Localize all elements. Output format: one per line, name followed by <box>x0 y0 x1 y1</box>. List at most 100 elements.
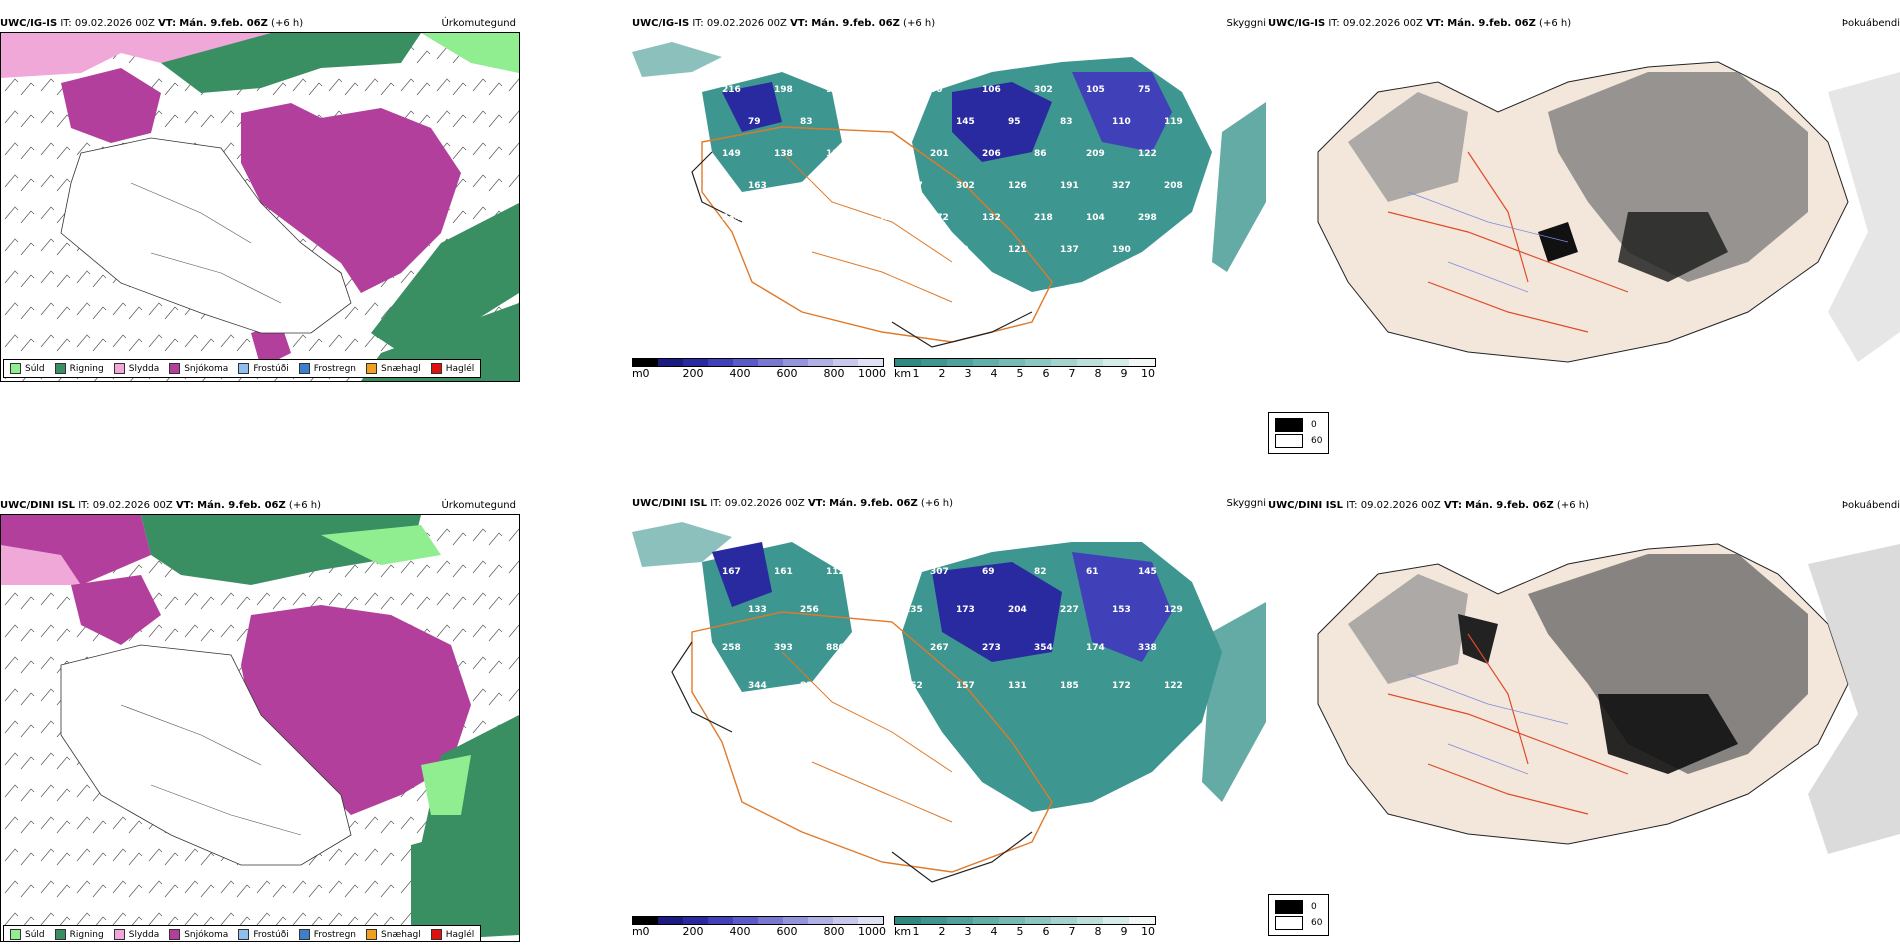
lead-time: (+6 h) <box>1539 18 1572 29</box>
model-name: UWC/DINI ISL <box>0 500 76 511</box>
cloud-base-label: 451 <box>774 213 793 223</box>
tick-label: 200 <box>682 367 704 380</box>
tick-label: 10 <box>1141 925 1155 938</box>
cloud-base-label: 152 <box>904 681 923 691</box>
cloud-base-label: 191 <box>1060 181 1079 191</box>
field-name: Skyggni <box>1226 18 1266 29</box>
cloud-base-label: 198 <box>774 85 793 95</box>
legend-item: Haglél <box>430 929 474 940</box>
visibility-swatch <box>1025 917 1051 924</box>
tick-label: 9 <box>1120 367 1128 380</box>
cloud-base-label: 90 <box>930 85 943 95</box>
cloud-base-label: 135 <box>904 605 923 615</box>
valid-label: VT: <box>175 500 194 511</box>
legend-item: Snæhagl <box>366 929 421 940</box>
tick-label: 1000 <box>858 367 886 380</box>
cloud-base-label: 543 <box>826 213 845 223</box>
valid-time: Mán. 9.feb. 06Z <box>197 500 286 511</box>
lead-time: (+6 h) <box>288 500 321 511</box>
cloud-panel-row1: UWC/IG-IS IT: 09.02.2026 00Z VT: Mán. 9.… <box>632 18 1266 388</box>
legend-swatch <box>298 363 310 374</box>
cloud-panel-row2: UWC/DINI ISL IT: 09.02.2026 00Z VT: Mán.… <box>632 498 1266 946</box>
cloud-base-swatch <box>683 917 708 924</box>
visibility-swatch <box>947 359 973 366</box>
cloud-base-label: 126 <box>1008 181 1027 191</box>
cloud-base-label: 302 <box>1034 85 1053 95</box>
fog-legend-item: 0 <box>1275 900 1322 914</box>
legend-swatch <box>113 363 125 374</box>
tick-label: 800 <box>823 925 845 938</box>
cloud-base-label: 121 <box>1008 245 1027 255</box>
visibility-swatch <box>973 359 999 366</box>
cloud-base-label: 145 <box>1138 567 1157 577</box>
legend-item: Frostúði <box>238 363 289 374</box>
legend-item: Rigning <box>54 363 104 374</box>
legend-item: Súld <box>10 363 45 374</box>
tick-label: 0 <box>642 925 650 938</box>
visibility-bar <box>894 916 1156 925</box>
visibility-colorbar: km 1 2 3 4 5 6 7 8 9 10 <box>894 358 1156 380</box>
tick-label: 6 <box>1042 367 1050 380</box>
precip-map[interactable]: Súld Rigning Slydda Snjókoma Frostúði Fr… <box>0 32 520 382</box>
legend-swatch <box>54 363 66 374</box>
run-label: IT: <box>78 500 90 511</box>
tick-label: 800 <box>823 367 845 380</box>
valid-time: Mán. 9.feb. 06Z <box>1465 500 1554 511</box>
visibility-swatch <box>1077 359 1103 366</box>
run-time: 09.02.2026 00Z <box>1342 18 1423 29</box>
model-name: UWC/IG-IS <box>632 18 690 29</box>
cloud-base-label: 82 <box>1034 567 1047 577</box>
fog-legend-item: 60 <box>1275 434 1322 448</box>
cloud-base-swatch <box>633 359 658 366</box>
cloud-base-label: 44 <box>826 719 839 729</box>
precip-map-graphic <box>1 515 519 941</box>
panel-title: UWC/IG-IS IT: 09.02.2026 00Z VT: Mán. 9.… <box>632 18 935 30</box>
field-name: Úrkomutegund <box>441 18 516 29</box>
fog-legend-row2: 0 60 <box>1268 894 1330 936</box>
run-time: 09.02.2026 00Z <box>1360 500 1441 511</box>
precip-legend: Súld Rigning Slydda Snjókoma Frostúði Fr… <box>3 359 482 378</box>
cloud-map[interactable]: 167 161 112 75 307 69 82 61 145 133 256 111 135 173 20… <box>632 512 1266 912</box>
run-label: IT: <box>60 18 72 29</box>
visibility-swatch <box>921 917 947 924</box>
fog-map-graphic <box>1268 32 1900 404</box>
cloud-base-label: 218 <box>1034 213 1053 223</box>
legend-swatch <box>10 929 21 940</box>
legend-swatch <box>430 363 442 374</box>
cloud-base-label: 216 <box>722 85 741 95</box>
legend-item: Slydda <box>113 929 159 940</box>
tick-label: 200 <box>682 925 704 938</box>
cloud-base-swatch <box>858 917 883 924</box>
tick-label: 8 <box>1094 925 1102 938</box>
cloud-base-label: 119 <box>1164 117 1183 127</box>
cloud-base-label: 354 <box>1034 643 1053 653</box>
fog-swatch-white <box>1275 434 1303 448</box>
cloud-base-swatch <box>633 917 658 924</box>
cloud-base-label: 273 <box>982 643 1001 653</box>
cloud-base-label: 157 <box>956 681 975 691</box>
cloud-base-label: 153 <box>1112 605 1131 615</box>
precip-map[interactable]: Súld Rigning Slydda Snjókoma Frostúði Fr… <box>0 514 520 942</box>
valid-time: Mán. 9.feb. 06Z <box>829 498 918 509</box>
cloud-base-ticks: m 0 200 400 600 800 1000 <box>632 367 886 380</box>
cloud-base-label: 137 <box>1060 245 1079 255</box>
cloud-base-swatch <box>808 917 833 924</box>
cloud-base-label: 129 <box>1164 605 1183 615</box>
cloud-base-label: 110 <box>1112 117 1131 127</box>
cloud-base-label: 209 <box>1086 149 1105 159</box>
fog-map[interactable] <box>1268 32 1900 404</box>
tick-label: 6 <box>1042 925 1050 938</box>
legend-swatch <box>54 929 66 940</box>
cloud-base-label: 173 <box>956 605 975 615</box>
fog-map[interactable] <box>1268 514 1900 890</box>
cloud-base-label: 217 <box>800 245 819 255</box>
cloud-base-label: 122 <box>1164 681 1183 691</box>
cloud-base-label: 267 <box>930 643 949 653</box>
cloud-base-swatch <box>658 917 683 924</box>
legend-swatch <box>298 929 310 940</box>
cloud-map[interactable]: 216 198 98 698 90 106 302 105 75 79 83 48 35 145 95 83 1… <box>632 32 1266 354</box>
cloud-base-ticks: m 0 200 400 600 800 1000 <box>632 925 886 938</box>
cloud-base-label: 173 <box>722 719 741 729</box>
valid-time: Mán. 9.feb. 06Z <box>811 18 900 29</box>
run-time: 09.02.2026 00Z <box>92 500 173 511</box>
